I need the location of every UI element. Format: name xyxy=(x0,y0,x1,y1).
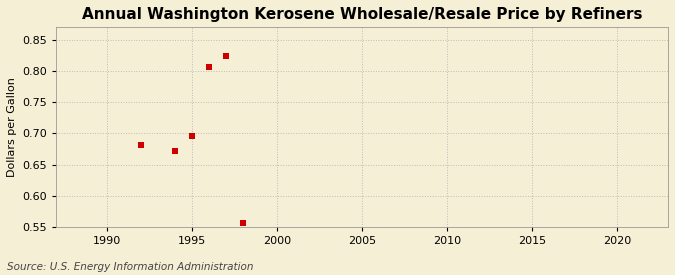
Point xyxy=(170,149,181,153)
Y-axis label: Dollars per Gallon: Dollars per Gallon xyxy=(7,77,17,177)
Text: Source: U.S. Energy Information Administration: Source: U.S. Energy Information Administ… xyxy=(7,262,253,272)
Point xyxy=(136,142,146,147)
Point xyxy=(221,54,232,58)
Point xyxy=(238,221,248,226)
Title: Annual Washington Kerosene Wholesale/Resale Price by Refiners: Annual Washington Kerosene Wholesale/Res… xyxy=(82,7,643,22)
Point xyxy=(204,65,215,69)
Point xyxy=(187,134,198,138)
